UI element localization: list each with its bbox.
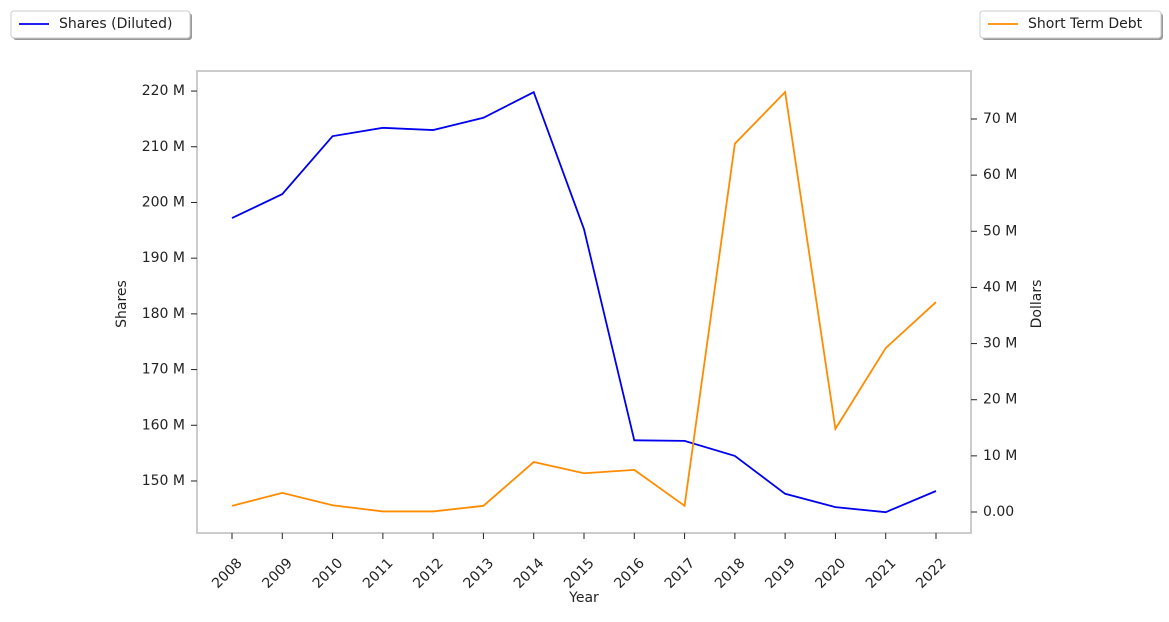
- plot-frame: [196, 70, 972, 534]
- x-tick-label: 2016: [611, 555, 648, 592]
- legend-box: [979, 10, 1162, 39]
- y2-tick-label: 20 M: [983, 392, 1017, 408]
- x-tick-label: 2020: [813, 555, 850, 592]
- x-tick-label: 2015: [561, 555, 598, 592]
- y-tick-label: 180 M: [142, 306, 185, 322]
- x-tick-label: 2021: [863, 555, 900, 592]
- x-tick-label: 2014: [511, 555, 548, 592]
- y-tick-label: 190 M: [142, 250, 185, 266]
- line: [231, 90, 937, 513]
- y-tick-label: 220 M: [142, 83, 185, 99]
- x-tick-label: 2022: [913, 555, 950, 592]
- legend-label: Short Term Debt: [1028, 16, 1143, 32]
- x-tick-label: 2018: [712, 555, 749, 592]
- y-tick-label: 150 M: [142, 473, 185, 489]
- y2-tick-label: 10 M: [983, 448, 1017, 464]
- y-axis-label: Shares: [114, 280, 130, 328]
- legend-box: [10, 10, 191, 39]
- y-tick-label: 200 M: [142, 194, 185, 210]
- y2-axis-label: Dollars: [1029, 280, 1045, 329]
- y2-tick-label: 40 M: [983, 279, 1017, 295]
- line: [231, 90, 937, 514]
- y-tick-label: 210 M: [142, 139, 185, 155]
- x-tick-label: 2010: [310, 555, 347, 592]
- x-tick-label: 2013: [461, 555, 498, 592]
- x-tick-label: 2009: [259, 555, 296, 592]
- y2-tick-label: 0.00: [983, 504, 1014, 520]
- y-tick-label: 170 M: [142, 362, 185, 378]
- x-tick-label: 2008: [209, 555, 246, 592]
- x-tick-label: 2011: [360, 555, 397, 592]
- y2-tick-label: 60 M: [983, 167, 1017, 183]
- x-tick-label: 2019: [762, 555, 799, 592]
- y2-tick-label: 70 M: [983, 111, 1017, 127]
- y2-tick-label: 30 M: [983, 336, 1017, 352]
- y2-tick-label: 50 M: [983, 223, 1017, 239]
- x-tick-label: 2012: [410, 555, 447, 592]
- legend-label: Shares (Diluted): [59, 16, 173, 32]
- x-tick-label: 2017: [662, 555, 699, 592]
- x-axis-label: Year: [568, 590, 599, 606]
- y-tick-label: 160 M: [142, 417, 185, 433]
